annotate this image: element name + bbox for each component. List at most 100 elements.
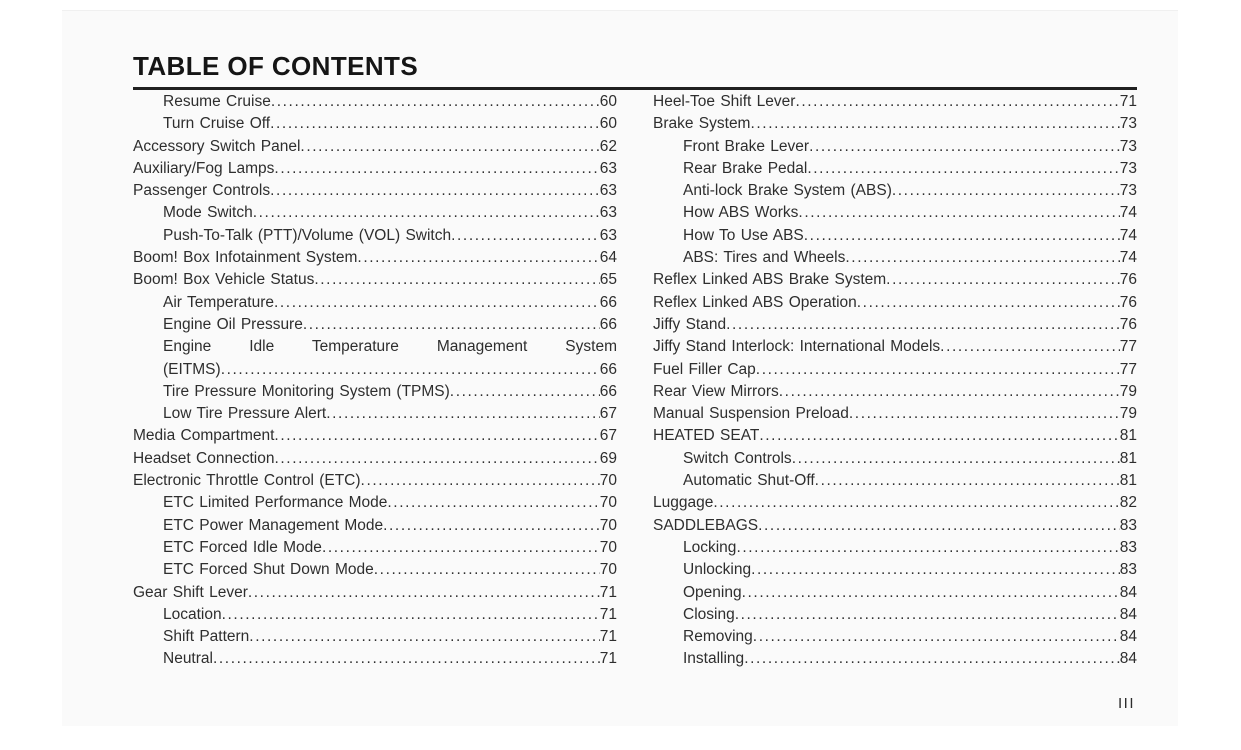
dot-leader (253, 202, 600, 224)
dot-leader (750, 113, 1119, 135)
toc-entry: How To Use ABS 74 (653, 225, 1137, 247)
dot-leader (804, 225, 1120, 247)
toc-entry-page: 66 (599, 315, 617, 333)
toc-entry-label: Reflex Linked ABS Operation (653, 293, 857, 311)
toc-entry-label: Location (163, 605, 222, 623)
toc-entry-page: 60 (599, 93, 617, 110)
toc-entry-label: (EITMS) (163, 360, 221, 378)
title-divider (133, 87, 1137, 90)
toc-entry: Closing 84 (653, 604, 1137, 626)
toc-entry: SADDLEBAGS 83 (653, 515, 1137, 537)
toc-entry: Resume Cruise 60 (133, 91, 617, 113)
toc-entry-page: 65 (599, 271, 617, 289)
toc-entry: Mode Switch 63 (133, 202, 617, 224)
dot-leader (892, 180, 1120, 202)
toc-entry-page: 84 (1119, 583, 1137, 601)
toc-entry-page: 81 (1119, 427, 1137, 445)
toc-entry: Media Compartment 67 (133, 425, 617, 447)
toc-entry-page: 71 (599, 605, 617, 623)
toc-entry-page: 76 (1119, 315, 1137, 333)
toc-entry-page: 81 (1119, 472, 1137, 490)
toc-entry-page: 70 (599, 472, 617, 490)
toc-entry-page: 79 (1119, 405, 1137, 423)
dot-leader (274, 292, 600, 314)
toc-entry-page: 71 (599, 628, 617, 646)
toc-entry-page: 74 (1119, 204, 1137, 222)
dot-leader (756, 359, 1120, 381)
toc-entry-label: ETC Power Management Mode (163, 516, 384, 534)
toc-entry-label: Electronic Throttle Control (ETC) (133, 472, 361, 490)
toc-entry-page: 66 (599, 382, 617, 400)
toc-entry: Passenger Controls 63 (133, 180, 617, 202)
toc-entry-page: 70 (599, 494, 617, 512)
toc-entry-page: 69 (599, 449, 617, 467)
toc-entry-page: 79 (1119, 382, 1137, 400)
dot-leader (357, 247, 599, 269)
toc-entry-label: Push-To-Talk (PTT)/Volume (VOL) Switch (163, 226, 452, 244)
dot-leader (809, 136, 1120, 158)
dot-leader (815, 470, 1120, 492)
toc-entry: Electronic Throttle Control (ETC) 70 (133, 470, 617, 492)
toc-entry-page: 84 (1119, 628, 1137, 646)
toc-entry: Boom! Box Infotainment System 64 (133, 247, 617, 269)
dot-leader (713, 492, 1119, 514)
toc-entry: Unlocking 83 (653, 559, 1137, 581)
dot-leader (361, 470, 600, 492)
toc-entry-page: 63 (599, 159, 617, 177)
toc-entry: Heel-Toe Shift Lever 71 (653, 91, 1137, 113)
toc-entry-page: 77 (1119, 338, 1137, 356)
toc-entry-label: Neutral (163, 650, 213, 668)
toc-entry-label: Tire Pressure Monitoring System (TPMS) (163, 382, 450, 400)
toc-entry-label: Air Temperature (163, 293, 274, 311)
dot-leader (735, 604, 1120, 626)
toc-entry: Auxiliary/Fog Lamps 63 (133, 158, 617, 180)
toc-entry-label: ETC Forced Idle Mode (163, 538, 322, 556)
toc-entry: ETC Power Management Mode 70 (133, 515, 617, 537)
toc-entry: Air Temperature 66 (133, 292, 617, 314)
toc-entry: Removing 84 (653, 626, 1137, 648)
toc-entry-label: Manual Suspension Preload (653, 405, 849, 423)
toc-entry: How ABS Works 74 (653, 202, 1137, 224)
toc-entry: HEATED SEAT 81 (653, 425, 1137, 447)
dot-leader (792, 448, 1120, 470)
toc-entry-page: 76 (1119, 293, 1137, 311)
dot-leader (753, 626, 1120, 648)
dot-leader (940, 336, 1120, 358)
toc-entry: Luggage 82 (653, 492, 1137, 514)
toc-entry: Headset Connection 69 (133, 448, 617, 470)
toc-entry-page: 70 (599, 538, 617, 556)
dot-leader (751, 559, 1120, 581)
toc-entry-label: Opening (683, 583, 742, 601)
dot-leader (274, 158, 599, 180)
dot-leader (213, 648, 600, 670)
toc-entry-page: 62 (599, 137, 617, 155)
toc-entry-label: Removing (683, 628, 753, 646)
toc-entry-label: Locking (683, 538, 737, 556)
dot-leader (779, 381, 1120, 403)
toc-entry-label: ETC Limited Performance Mode (163, 494, 388, 512)
toc-entry: Engine Oil Pressure 66 (133, 314, 617, 336)
page-sheet: TABLE OF CONTENTS Resume Cruise60Turn Cr… (62, 10, 1178, 726)
dot-leader (222, 604, 600, 626)
toc-entry-label: Headset Connection (133, 449, 275, 467)
toc-entry-page: 83 (1119, 561, 1137, 579)
toc-entry-label: Heel-Toe Shift Lever (653, 93, 796, 110)
toc-entry: Switch Controls 81 (653, 448, 1137, 470)
toc-entry-page: 83 (1119, 538, 1137, 556)
toc-entry: Shift Pattern 71 (133, 626, 617, 648)
toc-entry-page: 63 (599, 226, 617, 244)
toc-entry-page: 81 (1119, 449, 1137, 467)
dot-leader (314, 269, 599, 291)
dot-leader (300, 136, 599, 158)
dot-leader (886, 269, 1120, 291)
dot-leader (387, 492, 599, 514)
toc-entry-label: Media Compartment (133, 427, 275, 445)
toc-entry: Tire Pressure Monitoring System (TPMS) 66 (133, 381, 617, 403)
toc-entry-label: How ABS Works (683, 204, 799, 222)
toc-entry: Automatic Shut-Off 81 (653, 470, 1137, 492)
toc-entry-label: Accessory Switch Panel (133, 137, 301, 155)
toc-entry: Opening 84 (653, 582, 1137, 604)
toc-entry-label: Engine Idle Temperature Management Syste… (163, 338, 617, 356)
dot-leader (451, 225, 600, 247)
page-title: TABLE OF CONTENTS (133, 51, 419, 81)
